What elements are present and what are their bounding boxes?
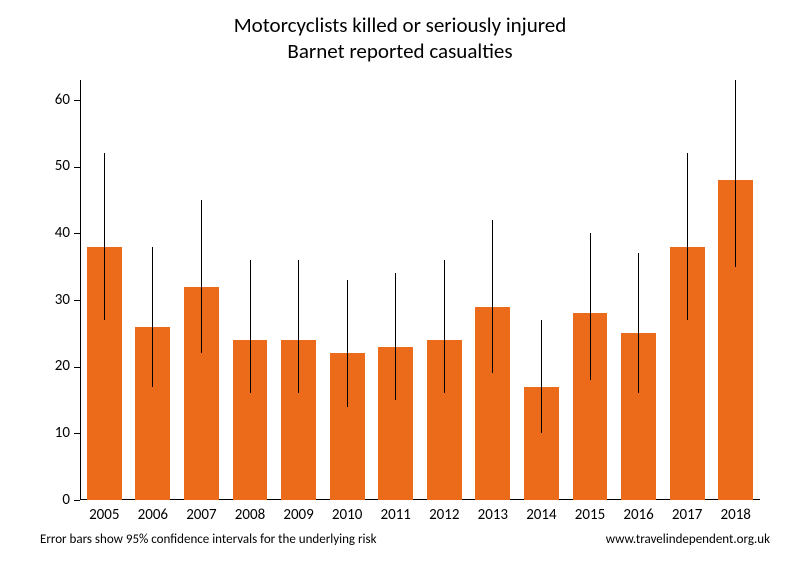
error-bar [104, 153, 105, 320]
y-tick-label: 10 [30, 424, 70, 442]
error-bar [687, 153, 688, 320]
error-bar [590, 233, 591, 380]
x-tick-label: 2018 [711, 506, 760, 524]
x-tick-label: 2009 [274, 506, 323, 524]
x-tick-label: 2007 [177, 506, 226, 524]
error-bar [250, 260, 251, 393]
x-tick-label: 2016 [614, 506, 663, 524]
y-tick-label: 20 [30, 357, 70, 375]
x-tick-label: 2014 [517, 506, 566, 524]
chart-container: Motorcyclists killed or seriously injure… [0, 0, 800, 580]
title-line-2: Barnet reported casualties [0, 38, 800, 64]
error-bar [395, 273, 396, 400]
y-tick [74, 367, 80, 368]
y-tick-label: 0 [30, 491, 70, 509]
x-tick-label: 2006 [129, 506, 178, 524]
error-bar [298, 260, 299, 393]
y-tick-label: 30 [30, 291, 70, 309]
y-tick [74, 100, 80, 101]
x-tick-label: 2011 [371, 506, 420, 524]
x-tick-label: 2017 [663, 506, 712, 524]
y-tick-label: 60 [30, 91, 70, 109]
x-tick-label: 2010 [323, 506, 372, 524]
y-tick [74, 433, 80, 434]
error-bar [735, 80, 736, 267]
title-line-1: Motorcyclists killed or seriously injure… [0, 12, 800, 38]
x-tick-label: 2008 [226, 506, 275, 524]
y-axis [80, 80, 81, 500]
y-tick [74, 167, 80, 168]
error-bar [444, 260, 445, 393]
error-bar [638, 253, 639, 393]
y-tick [74, 233, 80, 234]
footer-source: www.travelindependent.org.uk [606, 532, 770, 547]
plot-area: 0102030405060200520062007200820092010201… [80, 80, 760, 500]
x-tick-label: 2005 [80, 506, 129, 524]
y-tick-label: 40 [30, 224, 70, 242]
y-tick [74, 300, 80, 301]
error-bar [492, 220, 493, 373]
x-tick-label: 2013 [469, 506, 518, 524]
error-bar [152, 247, 153, 387]
error-bar [347, 280, 348, 407]
error-bar [541, 320, 542, 433]
footer-note: Error bars show 95% confidence intervals… [40, 532, 377, 547]
x-tick-label: 2012 [420, 506, 469, 524]
error-bar [201, 200, 202, 353]
y-tick [74, 500, 80, 501]
x-tick-label: 2015 [566, 506, 615, 524]
chart-title: Motorcyclists killed or seriously injure… [0, 12, 800, 64]
y-tick-label: 50 [30, 157, 70, 175]
x-axis [80, 499, 760, 500]
